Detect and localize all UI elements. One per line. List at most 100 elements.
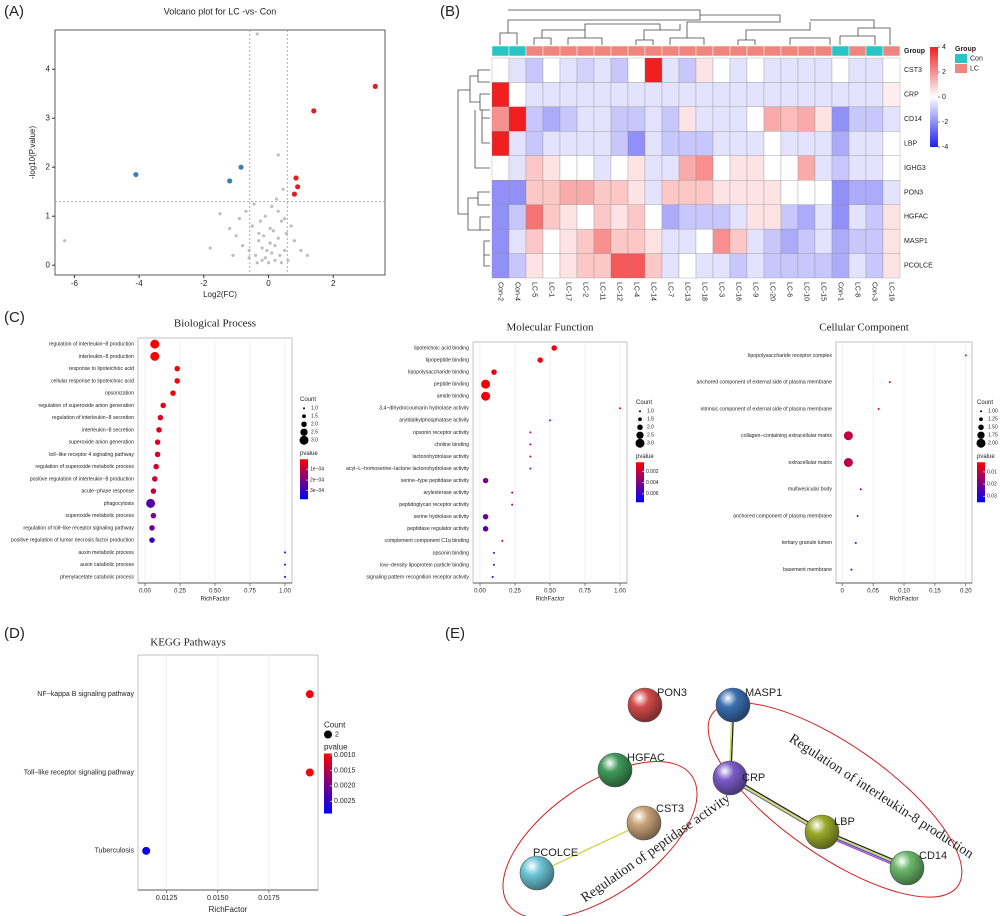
heat-cell <box>865 106 884 132</box>
column-label: LC-3 <box>718 282 725 297</box>
panel-label: (E) <box>445 625 465 642</box>
heat-cell <box>882 204 901 230</box>
term-label: anchored component of external side of p… <box>696 380 832 386</box>
heat-cell <box>763 204 782 230</box>
point <box>241 244 245 248</box>
term-label: 3,4−dihydrocoumarin hydrolase activity <box>379 406 469 412</box>
heat-cell <box>610 204 629 230</box>
group-cell <box>525 45 544 57</box>
size-legend-label: 1.5 <box>311 414 318 420</box>
network-edge <box>536 822 645 874</box>
term-label: positive regulation of tumor necrosis fa… <box>11 538 134 544</box>
dot <box>491 369 497 375</box>
heat-cell <box>559 82 578 108</box>
term-label: regulation of superoxide anion generatio… <box>39 403 135 409</box>
heat-cell <box>729 253 748 279</box>
heat-cell <box>814 82 833 108</box>
heat-cell <box>559 253 578 279</box>
legend-title: Count <box>300 397 316 403</box>
heat-cell <box>746 131 765 156</box>
row-label: PON3 <box>904 189 923 196</box>
cluster-ellipse <box>707 702 963 898</box>
heat-cell <box>814 204 833 230</box>
group-cell <box>559 45 578 57</box>
dot <box>493 551 495 554</box>
heat-cell <box>865 155 884 181</box>
heat-cell <box>678 106 697 132</box>
x-tick-label: 0 <box>841 589 845 595</box>
heat-cell <box>593 57 612 83</box>
heat-cell <box>882 253 901 279</box>
point <box>247 248 251 253</box>
heat-cell <box>814 180 833 205</box>
heat-cell <box>491 82 510 108</box>
heat-cell <box>797 57 816 83</box>
term-label: opsonin binding <box>433 550 469 556</box>
heat-cell <box>797 82 816 108</box>
network-node <box>715 687 751 723</box>
colorbar-label: 4 <box>942 44 946 51</box>
heat-cell <box>593 204 612 230</box>
x-tick-label: 0.10 <box>898 589 910 595</box>
heat-cell <box>831 180 850 205</box>
network-node <box>804 814 840 850</box>
heat-cell <box>559 228 578 254</box>
dot <box>843 431 853 441</box>
heat-cell <box>593 131 612 156</box>
x-tick-label: 0.75 <box>244 589 256 595</box>
term-label: tertiary granule lumen <box>782 540 832 546</box>
x-tick-label: -2 <box>200 279 208 288</box>
node-label: CD14 <box>919 850 947 862</box>
point <box>252 202 256 206</box>
dot <box>843 458 853 467</box>
heat-cell <box>661 180 680 205</box>
heat-cell <box>882 106 901 132</box>
heat-cell <box>729 106 748 132</box>
heat-cell <box>559 106 578 132</box>
term-label: auxin metabolic process <box>78 550 134 556</box>
panel-label: (C) <box>4 309 25 326</box>
size-legend-dot <box>639 410 641 413</box>
point <box>208 246 212 250</box>
term-label: aryldialkylphosphatase activity <box>399 418 469 424</box>
dot <box>493 563 495 566</box>
heat-cell <box>780 204 799 230</box>
heat-cell <box>508 57 527 83</box>
point <box>284 231 288 235</box>
size-legend-label: 1.75 <box>988 433 998 439</box>
heat-cell <box>848 204 867 230</box>
network-node <box>889 850 925 886</box>
point <box>250 224 254 228</box>
heat-cell <box>610 57 629 83</box>
chart-title: KEGG Pathways <box>150 637 225 649</box>
size-legend-label: 1.50 <box>988 425 998 431</box>
plot-frame <box>54 29 386 276</box>
network-node <box>597 752 633 788</box>
column-label: LC-16 <box>735 282 742 301</box>
heat-cell <box>576 106 595 132</box>
heat-cell <box>491 57 510 83</box>
heat-cell <box>661 155 680 181</box>
heat-cell <box>780 180 799 205</box>
point <box>283 217 287 221</box>
point <box>273 258 277 262</box>
term-label: anchored component of plasma membrane <box>733 513 832 519</box>
heat-cell <box>695 253 714 279</box>
point <box>262 234 266 238</box>
dot <box>150 512 157 519</box>
heat-cell <box>593 180 612 205</box>
dot <box>284 563 286 566</box>
group-cell <box>627 45 646 57</box>
heat-cell <box>831 253 850 279</box>
heat-cell <box>848 131 867 156</box>
point <box>260 246 264 250</box>
term-label: opsonization <box>105 391 134 397</box>
heat-cell <box>882 82 901 108</box>
x-tick-label: 0.75 <box>579 589 591 595</box>
y-tick-label: 2 <box>46 162 51 171</box>
row-label: LBP <box>904 140 918 147</box>
x-tick-label: 0.50 <box>544 589 556 595</box>
x-tick-label: -4 <box>136 279 144 288</box>
heat-cell <box>542 57 561 83</box>
heat-cell <box>508 106 527 132</box>
